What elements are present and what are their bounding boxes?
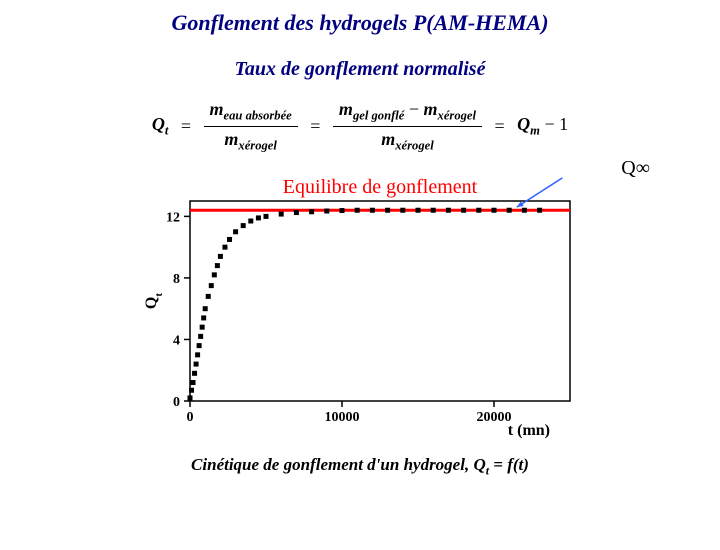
page-title: Gonflement des hydrogels P(AM-HEMA) xyxy=(0,10,720,36)
svg-text:12: 12 xyxy=(166,211,180,226)
svg-text:Equilibre de gonflement: Equilibre de gonflement xyxy=(283,176,478,198)
svg-text:4: 4 xyxy=(173,334,180,349)
svg-text:20000: 20000 xyxy=(477,410,512,425)
svg-text:t (mn): t (mn) xyxy=(508,422,550,439)
svg-text:10000: 10000 xyxy=(325,410,360,425)
q-infinity-label: Q∞ xyxy=(621,157,650,180)
formula: Qt = meau absorbée mxérogel = mgel gonfl… xyxy=(0,99,720,153)
swelling-chart: 0 10000 20000 0 4 8 12 t (mn) Qt Equilibre de gon… xyxy=(140,171,580,441)
svg-text:8: 8 xyxy=(173,272,180,287)
chart-container: 0 10000 20000 0 4 8 12 t (mn) Qt Equilibre de gon… xyxy=(140,171,580,441)
svg-text:Qt: Qt xyxy=(143,293,165,309)
svg-text:0: 0 xyxy=(187,410,194,425)
page-subtitle: Taux de gonflement normalisé xyxy=(0,58,720,81)
svg-text:0: 0 xyxy=(173,395,180,410)
chart-caption: Cinétique de gonflement d'un hydrogel, Q… xyxy=(0,455,720,478)
